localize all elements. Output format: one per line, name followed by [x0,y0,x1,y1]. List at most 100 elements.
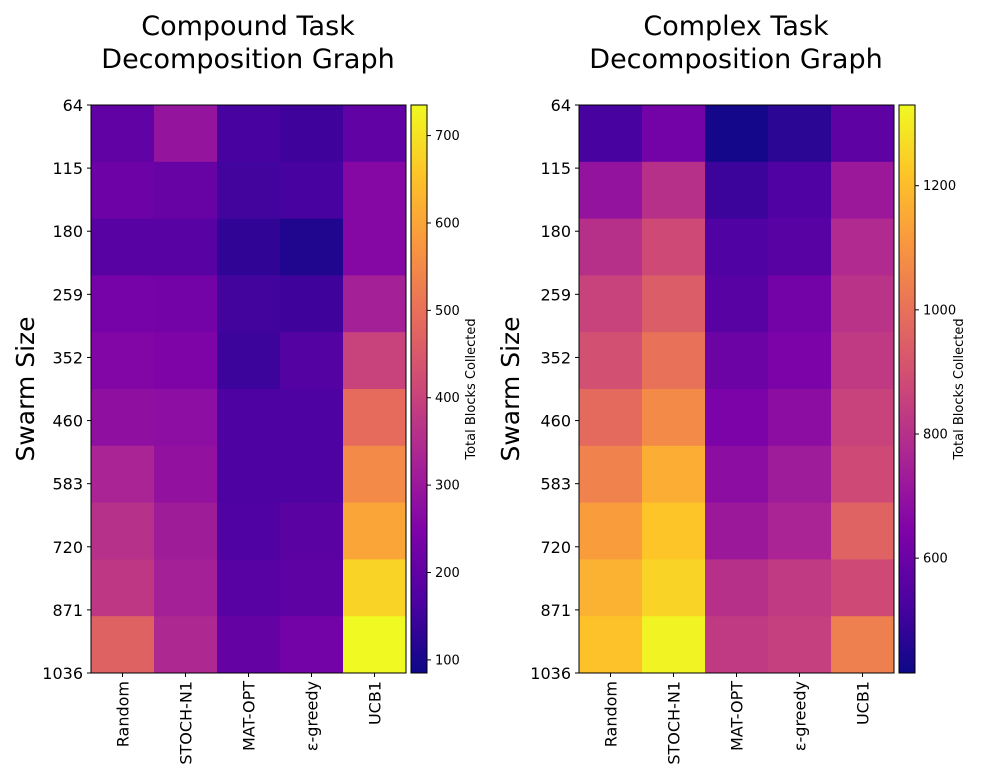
chart-title: Complex Task Decomposition Graph [589,11,882,75]
heatmap-cell [705,445,769,504]
heatmap-cell [831,332,895,390]
heatmap-cell [705,105,769,163]
heatmap-cell [343,389,407,447]
heatmap-cell [768,275,832,333]
heatmap-cell [343,218,407,276]
heatmap-cell [91,161,155,220]
heatmap-cell [579,105,643,163]
heatmap-cell [768,218,832,276]
heatmap-cell [831,616,895,674]
x-tick-label: MAT-OPT [728,681,747,751]
y-axis-label: Swarm Size [496,316,525,461]
heatmap-cell [642,616,706,674]
y-tick-label: 720 [540,538,571,557]
heatmap-cell [642,502,706,560]
heatmap-cell [280,445,344,504]
y-tick-label: 871 [540,601,571,620]
heatmap-cell [217,161,281,220]
heatmap-cell [705,502,769,560]
colorbar-tick-label: 300 [435,479,460,494]
heatmap-cell [280,275,344,333]
colorbar [410,104,428,674]
chart-title-line: Compound Task [141,11,355,42]
heatmap-cell [579,502,643,560]
colorbar-label: Total Blocks Collected [464,318,479,460]
heatmap-cell [91,616,155,674]
heatmap-cell [154,559,218,617]
chart-title-line: Decomposition Graph [101,44,394,75]
heatmap-cell [343,445,407,504]
colorbar-tick-label: 700 [435,129,460,144]
x-tick-label: STOCH-N1 [177,681,196,765]
colorbar-tick-label: 100 [435,653,460,668]
heatmap-cell [705,275,769,333]
heatmap-cell [343,332,407,390]
colorbar [898,104,916,674]
colorbar-tick-label: 800 [923,428,948,443]
heatmap-cell [642,332,706,390]
heatmap-cell [642,559,706,617]
heatmap-cell [154,502,218,560]
heatmap-cell [831,389,895,447]
y-tick-label: 259 [52,285,83,304]
heatmap-cell [768,332,832,390]
colorbar-tick-label: 500 [435,304,460,319]
heatmap-cell [280,332,344,390]
heatmap-cell [280,502,344,560]
heatmap-cell [642,161,706,220]
heatmap-cell [642,389,706,447]
heatmap-cell [91,275,155,333]
heatmap-cell [217,559,281,617]
heatmap-cell [768,161,832,220]
y-tick-label: 583 [52,475,83,494]
heatmap-cell [768,105,832,163]
heatmap-cell [280,559,344,617]
y-tick-label: 720 [52,538,83,557]
heatmap-cell [705,332,769,390]
x-tick-label: UCB1 [854,681,873,725]
x-tick-label: ε-greedy [303,681,322,751]
heatmap-cell [831,559,895,617]
heatmap-cell [579,275,643,333]
heatmap-cell [217,105,281,163]
heatmap-cell [705,616,769,674]
heatmap-cell [217,445,281,504]
heatmap-cell [154,275,218,333]
x-tick-label: ε-greedy [791,681,810,751]
x-tick-label: UCB1 [366,681,385,725]
heatmap-cell [343,105,407,163]
heatmap-cell [642,445,706,504]
heatmap-cell [768,445,832,504]
colorbar-tick-label: 400 [435,391,460,406]
heatmap-cell [831,161,895,220]
colorbar-tick-label: 600 [435,216,460,231]
heatmap-cell [831,275,895,333]
y-tick-label: 64 [551,96,571,115]
heatmap-cell [579,559,643,617]
y-tick-label: 871 [52,601,83,620]
x-tick-label: Random [602,681,621,747]
heatmap-cell [768,616,832,674]
heatmap-cell [280,616,344,674]
heatmap-cell [217,218,281,276]
heatmap-cell [217,616,281,674]
heatmap-cell [831,218,895,276]
heatmap-cell [280,389,344,447]
heatmap-panel-compound: Compound Task Decomposition Graph 64 115 180… [11,11,479,765]
heatmap-cell [154,332,218,390]
heatmap-cell [91,559,155,617]
y-tick-label: 352 [52,348,83,367]
heatmap-cell [154,616,218,674]
y-tick-label: 460 [52,412,83,431]
heatmap-cell [579,445,643,504]
chart-title-line: Decomposition Graph [589,44,882,75]
heatmap-cell [579,389,643,447]
y-tick-label: 115 [540,159,571,178]
heatmap-cell [705,389,769,447]
heatmap-cell [217,502,281,560]
y-tick-label: 180 [540,222,571,241]
heatmap-cell [705,218,769,276]
colorbar-label: Total Blocks Collected [952,318,967,460]
heatmap-cell [831,105,895,163]
heatmap-cell [705,559,769,617]
